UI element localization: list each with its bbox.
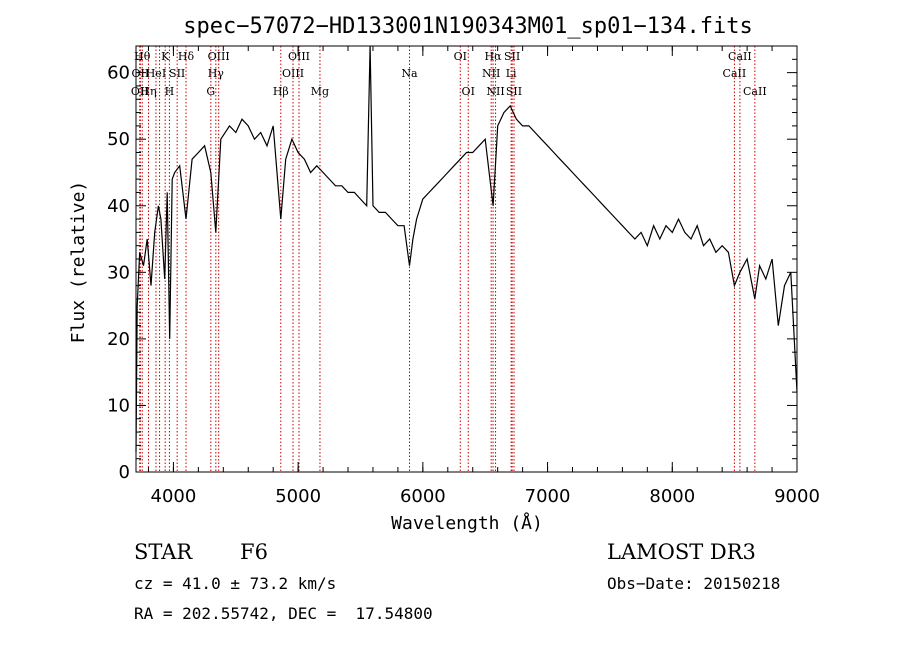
line-marker-label: HeI (146, 67, 166, 80)
line-marker-label: Hη (140, 85, 156, 98)
y-tick-label: 60 (107, 63, 130, 84)
plot-frame (135, 45, 798, 473)
x-axis: 4000 5000 6000 7000 8000 9000 (147, 46, 820, 507)
line-marker-label: H (165, 85, 175, 98)
y-tick-label: 30 (107, 262, 130, 283)
observation-date: Obs−Date: 20150218 (607, 574, 781, 593)
line-marker-label: NII (482, 67, 500, 80)
y-axis-label: Flux (relative) (68, 181, 89, 344)
line-marker-label: Hβ (273, 85, 289, 98)
y-tick-label: 40 (107, 196, 130, 217)
x-tick-label: 8000 (649, 486, 695, 507)
line-marker-label: CaII (723, 67, 747, 80)
spectral-line-labels: HθOIIOIIHηHeIKHSIIHδGHγOIIIHβOIIIOIIIMgN… (131, 50, 767, 98)
line-marker-label: SII (506, 85, 522, 98)
line-marker-label: G (206, 85, 215, 98)
line-marker-label: CaII (728, 50, 752, 63)
y-axis: 0 10 20 30 40 50 60 (107, 45, 797, 483)
line-marker-label: SII (169, 67, 185, 80)
chart-title: spec−57072−HD133001N190343M01_sp01−134.f… (183, 14, 753, 39)
object-type: STAR (134, 540, 193, 564)
spectral-line-markers (139, 46, 756, 472)
line-marker-label: Mg (311, 85, 329, 98)
spectrum-line (135, 45, 798, 453)
line-marker-label: OI (454, 50, 467, 63)
y-tick-label: 0 (119, 462, 130, 483)
line-marker-label: K (161, 50, 170, 63)
line-marker-label: Hδ (178, 50, 195, 63)
y-tick-label: 10 (107, 395, 130, 416)
line-marker-label: Hγ (208, 67, 225, 80)
x-tick-label: 7000 (525, 486, 571, 507)
line-marker-label: NII (486, 85, 504, 98)
x-tick-label: 6000 (400, 486, 446, 507)
redshift-velocity: cz = 41.0 ± 73.2 km/s (134, 574, 337, 593)
x-tick-label: 4000 (151, 486, 197, 507)
line-marker-label: OIII (288, 50, 310, 63)
line-marker-label: Li (506, 67, 517, 80)
line-marker-label: Na (401, 67, 418, 80)
coordinates: RA = 202.55742, DEC = 17.54800 (134, 604, 433, 623)
x-tick-label: 5000 (275, 486, 321, 507)
x-axis-label: Wavelength (Å) (391, 512, 543, 534)
spectral-subclass: F6 (240, 540, 268, 564)
line-marker-label: OII (131, 85, 149, 98)
y-tick-label: 20 (107, 329, 130, 350)
x-tick-label: 9000 (774, 486, 820, 507)
survey-name: LAMOST DR3 (607, 540, 756, 564)
y-tick-label: 50 (107, 129, 130, 150)
line-marker-label: OIII (208, 50, 230, 63)
line-marker-label: Hθ (134, 50, 151, 63)
line-marker-label: OIII (282, 67, 304, 80)
line-marker-label: Hα (485, 50, 503, 63)
line-marker-label: CaII (743, 85, 767, 98)
line-marker-label: OI (462, 85, 475, 98)
line-marker-label: SII (504, 50, 520, 63)
